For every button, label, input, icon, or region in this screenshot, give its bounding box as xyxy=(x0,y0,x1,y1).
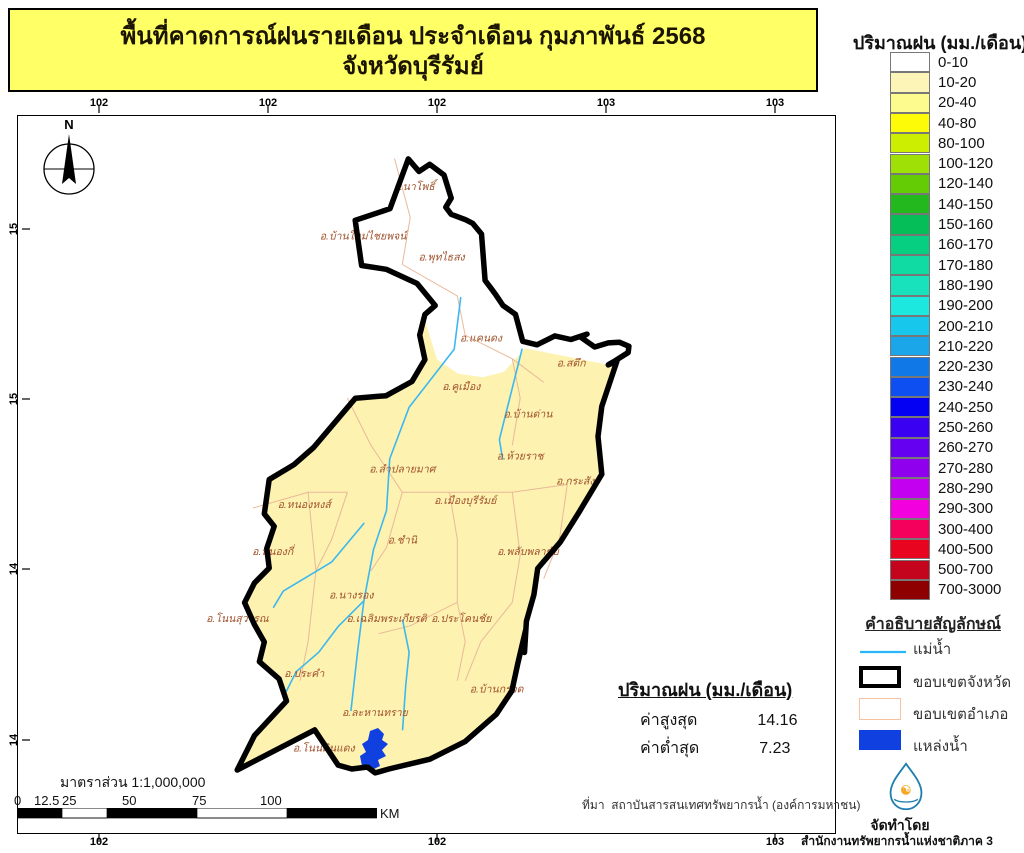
svg-text:อ.พุทไธสง: อ.พุทไธสง xyxy=(418,251,465,264)
svg-text:อ.บ้านใหม่ไชยพจน์: อ.บ้านใหม่ไชยพจน์ xyxy=(320,229,409,242)
svg-text:อ.ห้วยราช: อ.ห้วยราช xyxy=(497,450,546,462)
svg-text:อ.หนองกี่: อ.หนองกี่ xyxy=(252,544,295,558)
svg-text:อ.คูเมือง: อ.คูเมือง xyxy=(442,381,481,393)
svg-text:อ.บ้านด่าน: อ.บ้านด่าน xyxy=(504,409,554,421)
svg-text:อ.เฉลิมพระเกียรติ: อ.เฉลิมพระเกียรติ xyxy=(347,613,428,625)
svg-text:อ.นางรอง: อ.นางรอง xyxy=(329,589,374,601)
svg-text:☯: ☯ xyxy=(900,783,911,798)
svg-text:อ.แคนดง: อ.แคนดง xyxy=(460,333,503,345)
svg-text:อ.สตึก: อ.สตึก xyxy=(557,358,586,370)
svg-text:อ.กระสัง: อ.กระสัง xyxy=(556,476,595,488)
svg-text:อ.เมืองบุรีรัมย์: อ.เมืองบุรีรัมย์ xyxy=(434,494,498,507)
svg-text:N: N xyxy=(64,117,73,132)
svg-text:อ.ประคำ: อ.ประคำ xyxy=(284,668,325,680)
svg-text:อ.โนนสุวรรณ: อ.โนนสุวรรณ xyxy=(206,612,269,625)
svg-text:อ.หนองหงส์: อ.หนองหงส์ xyxy=(278,498,333,511)
svg-text:อ.ละหานทราย: อ.ละหานทราย xyxy=(342,707,409,719)
svg-text:อ.บ้านกรวด: อ.บ้านกรวด xyxy=(470,684,525,696)
svg-text:อ.ชำนิ: อ.ชำนิ xyxy=(388,534,418,546)
svg-text:อ.ลำปลายมาศ: อ.ลำปลายมาศ xyxy=(369,464,438,476)
svg-text:อ.ประโคนชัย: อ.ประโคนชัย xyxy=(431,612,492,625)
